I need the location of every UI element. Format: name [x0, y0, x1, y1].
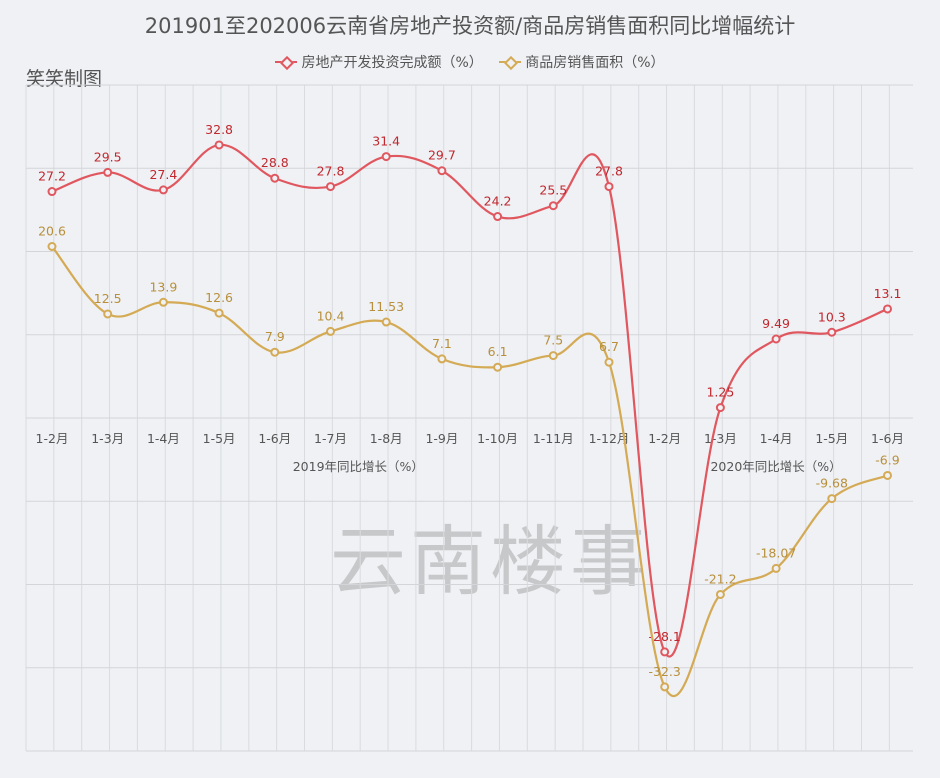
data-point — [381, 317, 391, 327]
data-label: 27.8 — [317, 164, 345, 179]
x-tick-label: 1-7月 — [314, 431, 347, 446]
data-point — [715, 589, 725, 599]
legend-item-investment[interactable]: 房地产开发投资完成额（%） — [275, 52, 483, 72]
legend-label-sales-area: 商品房销售面积（%） — [525, 55, 665, 71]
series-line-1 — [51, 245, 888, 698]
data-point — [437, 166, 447, 176]
data-point — [103, 309, 113, 319]
data-label: 28.8 — [261, 155, 289, 170]
x-tick-label: 1-5月 — [203, 431, 236, 446]
data-point — [158, 297, 168, 307]
x-tick-label: 1-4月 — [760, 431, 793, 446]
legend-item-sales-area[interactable]: 商品房销售面积（%） — [499, 52, 665, 72]
data-label: 32.8 — [205, 122, 233, 137]
data-label: 27.2 — [38, 169, 66, 184]
x-tick-label: 1-9月 — [425, 431, 458, 446]
data-label: -28.1 — [649, 629, 681, 644]
data-label: 25.5 — [539, 183, 567, 198]
data-point — [47, 242, 57, 252]
x-tick-label: 1-6月 — [258, 431, 291, 446]
legend: 房地产开发投资完成额（%） 商品房销售面积（%） — [0, 52, 940, 72]
data-label: 11.53 — [368, 299, 404, 314]
data-point — [771, 563, 781, 573]
data-point — [660, 647, 670, 657]
data-label: 7.9 — [265, 329, 285, 344]
data-point — [604, 182, 614, 192]
data-point — [715, 403, 725, 413]
data-point — [660, 682, 670, 692]
data-label: 31.4 — [372, 134, 400, 149]
series-line-0 — [51, 143, 888, 658]
data-label: 20.6 — [38, 224, 66, 239]
x-tick-label: 1-2月 — [36, 431, 69, 446]
data-label: -21.2 — [704, 571, 736, 586]
data-label: 6.1 — [488, 344, 508, 359]
data-point — [326, 326, 335, 336]
data-point — [548, 351, 558, 361]
x-tick-label: 1-10月 — [477, 431, 518, 446]
chart-title: 201901至202006云南省房地产投资额/商品房销售面积同比增幅统计 — [144, 14, 796, 38]
data-point — [827, 494, 837, 504]
data-point — [214, 308, 224, 318]
data-point — [270, 173, 280, 183]
data-label: 27.8 — [595, 164, 623, 179]
data-point — [381, 152, 391, 162]
x-tick-label: 1-3月 — [91, 431, 124, 446]
x-tick-label: 1-5月 — [815, 431, 848, 446]
data-point — [47, 187, 57, 197]
data-label: 1.25 — [706, 385, 734, 400]
x-tick-label: 1-2月 — [648, 431, 681, 446]
x-tick-label: 1-11月 — [533, 431, 574, 446]
data-label: 29.5 — [94, 149, 122, 164]
group-label-2019: 2019年同比增长（%） — [293, 459, 424, 474]
data-label: 12.5 — [94, 291, 122, 306]
data-point — [548, 201, 558, 211]
data-label: -6.9 — [875, 452, 899, 467]
legend-label-investment: 房地产开发投资完成额（%） — [301, 55, 483, 71]
x-tick-label: 1-8月 — [370, 431, 403, 446]
data-label: 13.9 — [149, 279, 177, 294]
watermark: 云南楼事 — [330, 517, 650, 606]
x-tick-label: 1-4月 — [147, 431, 180, 446]
group-label-2020: 2020年同比增长（%） — [710, 459, 841, 474]
data-label: 10.3 — [818, 309, 846, 324]
data-label: 7.1 — [432, 336, 452, 351]
x-tick-label: 1-6月 — [871, 431, 904, 446]
data-point — [883, 304, 892, 314]
data-point — [883, 470, 892, 480]
data-label: 13.1 — [874, 286, 902, 301]
data-label: 29.7 — [428, 148, 456, 163]
data-point — [270, 347, 280, 357]
data-label: -32.3 — [649, 664, 681, 679]
data-point — [771, 334, 781, 344]
data-point — [214, 140, 224, 150]
data-point — [493, 362, 503, 372]
data-label: 12.6 — [205, 290, 233, 305]
data-label: -9.68 — [816, 476, 848, 491]
data-label: 10.4 — [317, 308, 345, 323]
data-label: 6.7 — [599, 339, 619, 354]
legend-swatch-sales-area — [499, 57, 522, 67]
data-point — [827, 327, 837, 337]
data-label: -18.07 — [756, 545, 796, 560]
data-point — [326, 182, 335, 192]
data-label: 24.2 — [484, 194, 512, 209]
data-label: 27.4 — [149, 167, 177, 182]
data-label: 7.5 — [543, 333, 563, 348]
data-point — [493, 212, 503, 222]
data-label: 9.49 — [762, 316, 790, 331]
data-point — [103, 167, 113, 177]
data-point — [158, 185, 168, 195]
data-point — [437, 354, 447, 364]
x-tick-label: 1-12月 — [589, 431, 630, 446]
data-point — [604, 357, 614, 367]
legend-swatch-investment — [275, 57, 298, 67]
x-tick-label: 1-3月 — [704, 431, 737, 446]
